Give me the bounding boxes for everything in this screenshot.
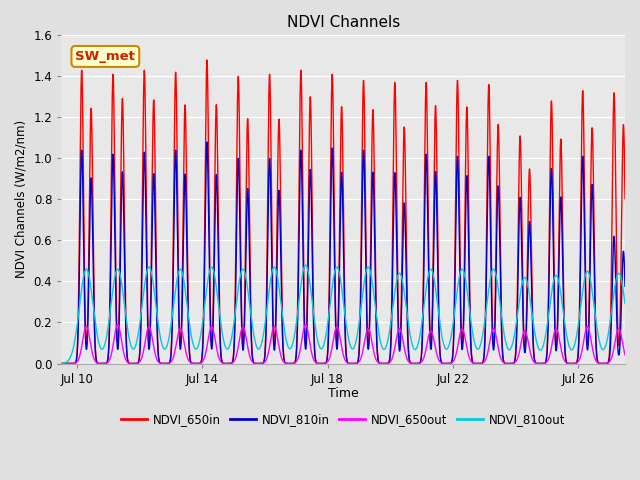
NDVI_810out bbox=[86, 276, 93, 282]
NDVI_650in bbox=[621, 196, 629, 202]
Line: NDVI_650out: NDVI_650out bbox=[61, 324, 625, 363]
NDVI_810out bbox=[506, 347, 513, 353]
NDVI_810in bbox=[506, 360, 513, 366]
NDVI_650in bbox=[203, 57, 211, 63]
NDVI_650out bbox=[391, 344, 399, 350]
NDVI_810in bbox=[621, 283, 629, 289]
NDVI_810in bbox=[391, 170, 399, 176]
NDVI_650out bbox=[506, 360, 513, 366]
Line: NDVI_650in: NDVI_650in bbox=[61, 60, 625, 363]
NDVI_810in bbox=[262, 345, 269, 350]
Legend: NDVI_650in, NDVI_810in, NDVI_650out, NDVI_810out: NDVI_650in, NDVI_810in, NDVI_650out, NDV… bbox=[116, 409, 570, 431]
NDVI_810in bbox=[58, 360, 65, 366]
Y-axis label: NDVI Channels (W/m2/nm): NDVI Channels (W/m2/nm) bbox=[15, 120, 28, 278]
NDVI_650in bbox=[391, 80, 399, 86]
NDVI_810out bbox=[415, 335, 423, 341]
NDVI_650in bbox=[58, 360, 65, 366]
Line: NDVI_810in: NDVI_810in bbox=[61, 142, 625, 363]
X-axis label: Time: Time bbox=[328, 387, 358, 400]
NDVI_650in bbox=[506, 360, 513, 366]
NDVI_650in bbox=[86, 173, 93, 179]
NDVI_810in bbox=[203, 139, 211, 145]
NDVI_810out bbox=[391, 288, 399, 294]
Text: SW_met: SW_met bbox=[76, 50, 135, 63]
NDVI_810out bbox=[476, 345, 483, 351]
NDVI_650in bbox=[262, 338, 269, 344]
NDVI_810out bbox=[262, 318, 269, 324]
NDVI_650in bbox=[476, 360, 483, 366]
NDVI_810out bbox=[621, 301, 629, 307]
NDVI_810in bbox=[415, 360, 423, 366]
NDVI_650in bbox=[415, 360, 423, 366]
NDVI_650out bbox=[262, 358, 269, 364]
NDVI_650out bbox=[58, 360, 65, 366]
Title: NDVI Channels: NDVI Channels bbox=[287, 15, 400, 30]
NDVI_650out bbox=[86, 336, 93, 341]
NDVI_810out bbox=[58, 360, 65, 366]
NDVI_650out bbox=[114, 322, 122, 327]
NDVI_650out bbox=[621, 352, 629, 358]
NDVI_810in bbox=[476, 360, 483, 366]
Line: NDVI_810out: NDVI_810out bbox=[61, 265, 625, 363]
NDVI_650out bbox=[415, 360, 423, 366]
NDVI_650out bbox=[476, 360, 483, 366]
NDVI_810out bbox=[301, 262, 309, 268]
NDVI_810in bbox=[86, 224, 93, 230]
